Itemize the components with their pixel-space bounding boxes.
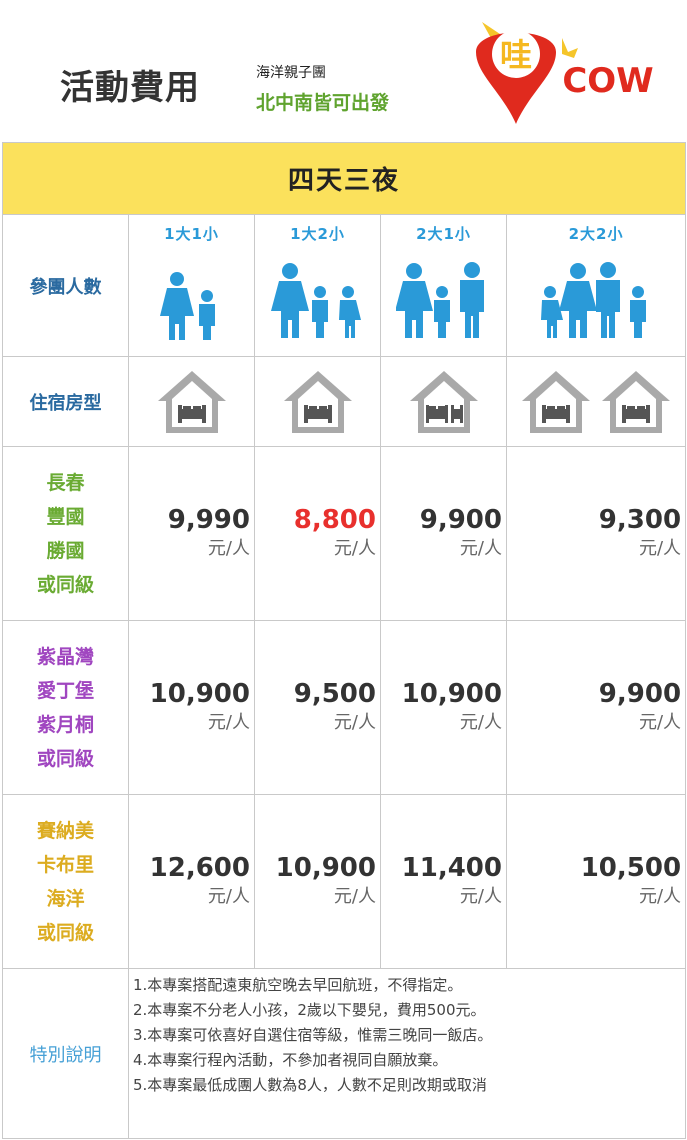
page-title: 活動費用 (60, 68, 200, 108)
hotel-name: 紫晶灣 (36, 645, 94, 668)
party-caption: 2大2小 (568, 225, 624, 243)
price-value: 9,300 (598, 504, 682, 535)
price-cell: 9,500 元/人 (254, 620, 381, 795)
hotel-group-1: 長春 豐國 勝國 或同級 (2, 446, 129, 621)
room-type-3 (380, 356, 507, 447)
hotel-name: 勝國 (46, 539, 85, 562)
family-1-adult-2-children-icon (270, 263, 361, 338)
tour-name: 海洋親子團 (256, 65, 326, 81)
price-cell: 9,990 元/人 (128, 446, 255, 621)
price-unit: 元/人 (459, 885, 502, 907)
price-value: 11,400 (401, 852, 502, 883)
family-2-adults-1-child-icon (395, 262, 484, 338)
page-header: 活動費用 海洋親子團 北中南皆可出發 哇 COW (0, 0, 687, 142)
party-type-1: 1大1小 (128, 214, 255, 357)
price-unit: 元/人 (207, 537, 250, 559)
party-caption: 2大1小 (416, 225, 471, 243)
party-type-2: 1大2小 (254, 214, 381, 357)
hotel-name: 海洋 (46, 887, 85, 910)
price-cell: 10,500 元/人 (505, 794, 687, 969)
price-unit: 元/人 (638, 711, 682, 733)
double-bed-room-icon (283, 370, 352, 433)
price-table: 四天三夜 參團人數 1大1小 1大2小 2大1小 (1, 142, 687, 1139)
price-value: 10,900 (275, 852, 376, 883)
price-unit: 元/人 (459, 537, 502, 559)
logo-text: COW (562, 61, 653, 101)
price-value: 9,900 (598, 678, 682, 709)
note-item: 2.本專案不分老人小孩，2歲以下嬰兒，費用500元。 (133, 1001, 486, 1019)
hotel-group-3: 賽納美 卡布里 海洋 或同級 (2, 794, 129, 969)
double-bed-room-icon (157, 370, 226, 433)
room-type-2 (254, 356, 381, 447)
double-bed-room-icon (522, 370, 591, 433)
price-cell: 10,900 元/人 (254, 794, 381, 969)
party-type-4: 2大2小 (505, 214, 687, 357)
price-value: 9,990 (167, 504, 250, 535)
price-value: 10,900 (149, 678, 250, 709)
price-value-highlight: 8,800 (293, 504, 376, 535)
price-value: 9,500 (293, 678, 376, 709)
family-2-adults-2-children-icon (541, 262, 647, 338)
price-cell: 8,800 元/人 (254, 446, 381, 621)
price-cell: 9,900 元/人 (505, 620, 687, 795)
note-item: 1.本專案搭配遠東航空晚去早回航班，不得指定。 (133, 976, 463, 994)
double-plus-single-bed-room-icon (409, 370, 478, 433)
note-item: 4.本專案行程內活動，不參加者視同自願放棄。 (133, 1051, 448, 1069)
price-unit: 元/人 (207, 885, 250, 907)
departure-info: 北中南皆可出發 (256, 92, 390, 114)
party-caption: 1大1小 (164, 225, 219, 243)
price-value: 12,600 (149, 852, 250, 883)
notes-label: 特別說明 (2, 968, 129, 1139)
price-cell: 10,900 元/人 (128, 620, 255, 795)
hotel-name: 或同級 (36, 573, 94, 596)
logo-char: 哇 (500, 36, 532, 74)
hotel-name: 或同級 (36, 747, 94, 770)
price-unit: 元/人 (638, 537, 682, 559)
hotel-group-2: 紫晶灣 愛丁堡 紫月桐 或同級 (2, 620, 129, 795)
hotel-name: 豐國 (46, 505, 85, 528)
price-value: 10,500 (580, 852, 682, 883)
double-bed-room-icon (602, 370, 671, 433)
price-unit: 元/人 (333, 711, 376, 733)
party-type-3: 2大1小 (380, 214, 507, 357)
people-row-label: 參團人數 (2, 214, 129, 357)
price-cell: 9,900 元/人 (380, 446, 507, 621)
party-caption: 1大2小 (290, 225, 345, 243)
hotel-name: 賽納美 (36, 819, 94, 842)
hotel-name: 卡布里 (36, 853, 94, 876)
family-1-adult-1-child-icon (159, 272, 215, 340)
price-value: 10,900 (401, 678, 502, 709)
hotel-name: 愛丁堡 (36, 679, 94, 702)
price-unit: 元/人 (459, 711, 502, 733)
hotel-name: 長春 (46, 471, 85, 494)
hotel-name: 紫月桐 (36, 713, 94, 736)
hotel-name: 或同級 (36, 921, 94, 944)
wacow-logo: 哇 COW (476, 22, 654, 124)
price-cell: 12,600 元/人 (128, 794, 255, 969)
room-type-4 (505, 356, 687, 447)
price-unit: 元/人 (207, 711, 250, 733)
price-unit: 元/人 (333, 885, 376, 907)
notes-list: 1.本專案搭配遠東航空晚去早回航班，不得指定。 2.本專案不分老人小孩，2歲以下… (127, 968, 687, 1139)
note-item: 3.本專案可依喜好自選住宿等級，惟需三晚同一飯店。 (133, 1026, 493, 1044)
price-unit: 元/人 (638, 885, 682, 907)
note-item: 5.本專案最低成團人數為8人，人數不足則改期或取消 (133, 1076, 487, 1094)
price-cell: 11,400 元/人 (380, 794, 507, 969)
duration-title: 四天三夜 (1, 142, 687, 215)
price-cell: 9,300 元/人 (505, 446, 687, 621)
room-row-label: 住宿房型 (2, 356, 129, 447)
price-cell: 10,900 元/人 (380, 620, 507, 795)
price-value: 9,900 (419, 504, 502, 535)
room-type-1 (128, 356, 255, 447)
price-unit: 元/人 (333, 537, 376, 559)
